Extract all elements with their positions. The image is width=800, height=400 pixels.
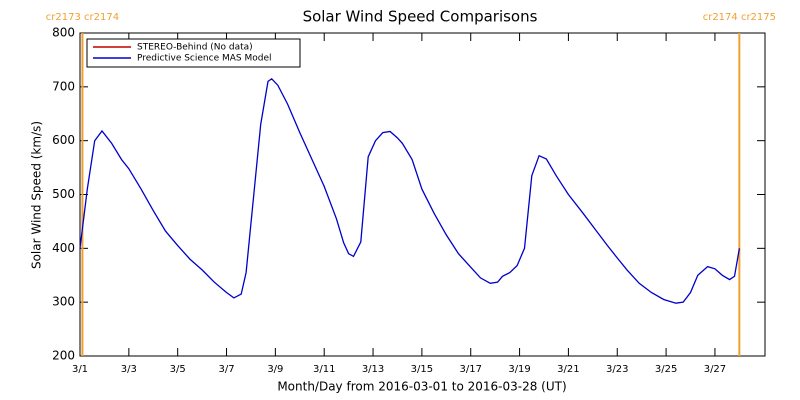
x-tick-label: 3/1: [72, 364, 88, 375]
x-tick-label: 3/15: [411, 364, 433, 375]
x-tick-label: 3/27: [704, 364, 726, 375]
x-tick-label: 3/7: [218, 364, 234, 375]
legend-label: Predictive Science MAS Model: [137, 54, 272, 64]
series-line: [79, 77, 741, 304]
carrington-label: cr2174 cr2175: [703, 12, 776, 23]
y-tick-label: 300: [52, 295, 75, 309]
y-tick-label: 500: [52, 187, 75, 201]
chart-title: Solar Wind Speed Comparisons: [303, 8, 538, 26]
carrington-label: cr2173 cr2174: [46, 12, 119, 23]
y-tick-label: 800: [52, 26, 75, 40]
y-tick-label: 400: [52, 241, 75, 255]
x-tick-label: 3/23: [606, 364, 628, 375]
y-tick-label: 700: [52, 79, 75, 93]
x-tick-label: 3/9: [267, 364, 283, 375]
x-tick-label: 3/25: [655, 364, 677, 375]
x-tick-label: 3/13: [362, 364, 384, 375]
legend-box: [86, 38, 301, 68]
x-tick-label: 3/17: [459, 364, 481, 375]
x-tick-label: 3/21: [557, 364, 579, 375]
x-axis-label: Month/Day from 2016-03-01 to 2016-03-28 …: [277, 380, 566, 394]
x-tick-label: 3/19: [508, 364, 530, 375]
x-tick-label: 3/5: [170, 364, 186, 375]
y-tick-label: 600: [52, 133, 75, 147]
y-tick-label: 200: [52, 349, 75, 363]
legend-label: STEREO-Behind (No data): [137, 43, 253, 53]
x-tick-label: 3/11: [313, 364, 335, 375]
x-tick-label: 3/3: [121, 364, 137, 375]
y-axis-label: Solar Wind Speed (km/s): [30, 121, 44, 269]
